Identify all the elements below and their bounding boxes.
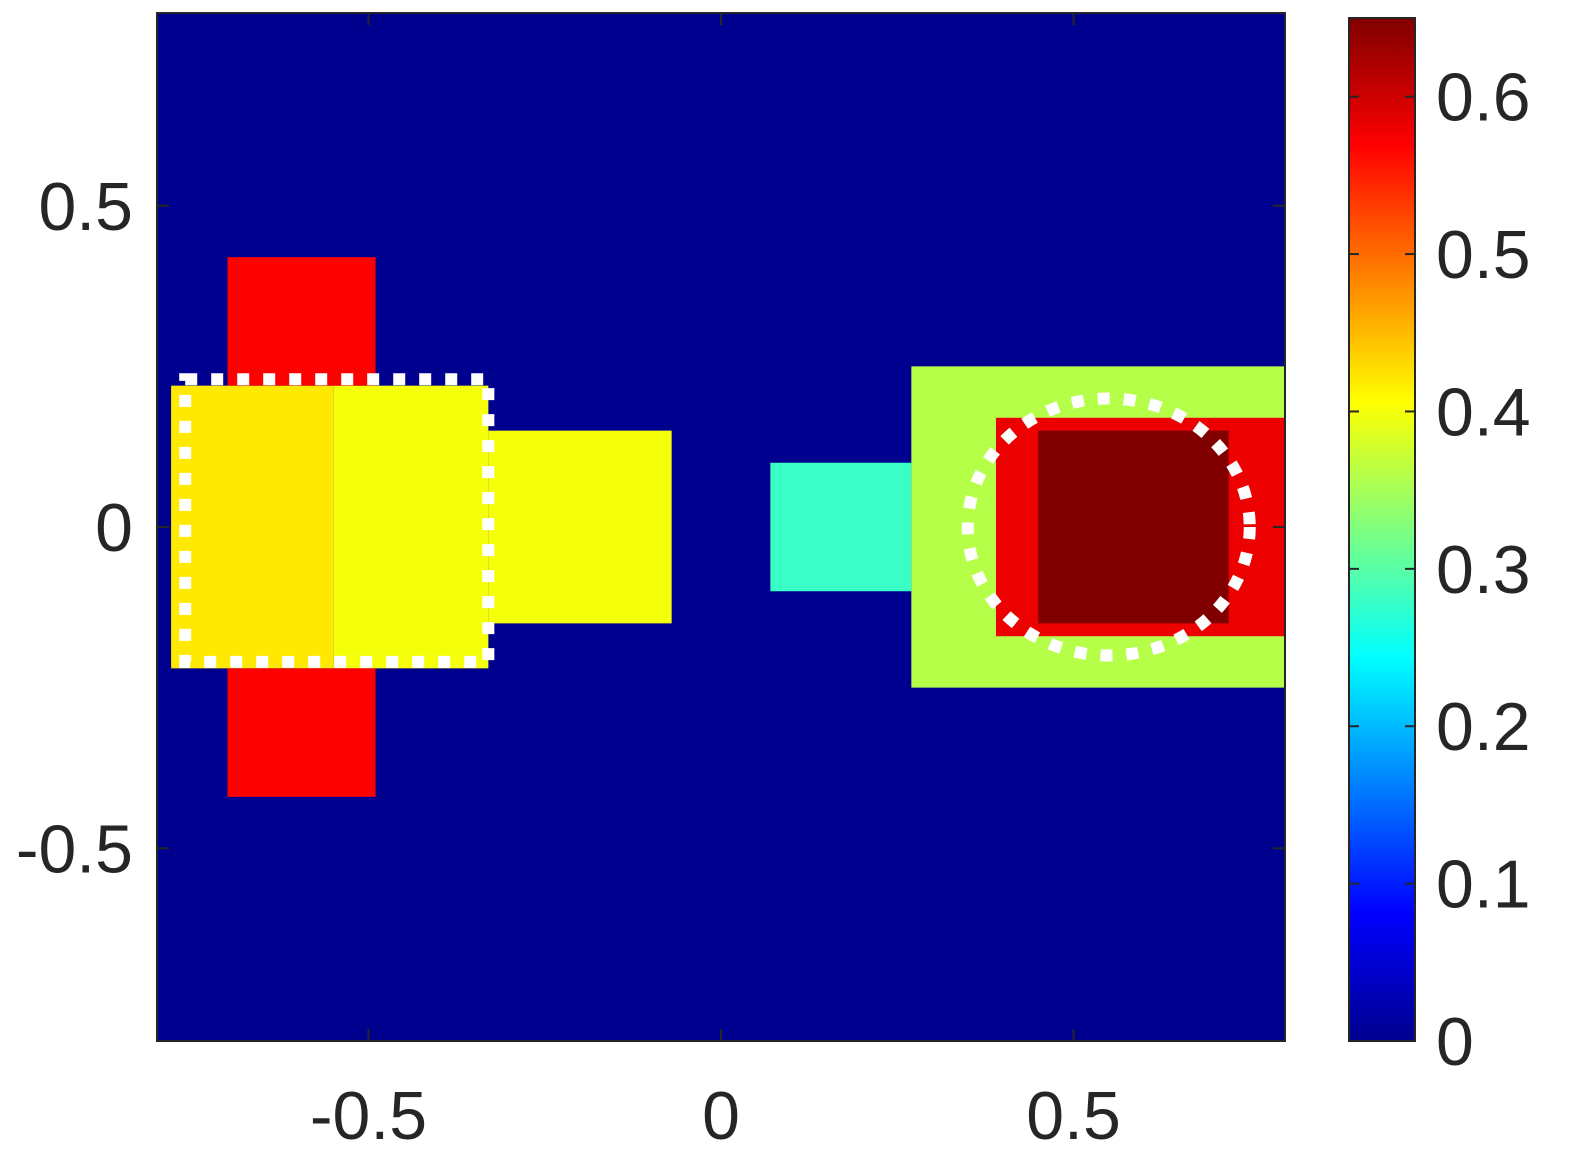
heat-region-3 [488, 430, 672, 624]
colorbar-tick-label: 0.3 [1436, 532, 1531, 608]
colorbar-tick-label: 0.2 [1436, 689, 1531, 765]
x-tick-label: 0 [702, 1078, 740, 1154]
heat-region-0 [171, 385, 334, 527]
colorbar-ticks: 0 0.1 0.2 0.3 0.4 0.5 0.6 [1349, 60, 1531, 1080]
dotted-rect-outline [179, 373, 495, 668]
colorbar-tick-label: 0 [1436, 1004, 1474, 1080]
heat-region-6 [770, 462, 912, 592]
x-tick-label: 0.5 [1026, 1078, 1121, 1154]
y-tick-label: 0 [95, 490, 133, 566]
x-axis-ticks: -0.5 0 0.5 [310, 13, 1121, 1154]
colorbar-tick-label: 0.1 [1436, 847, 1531, 923]
y-tick-label: -0.5 [16, 811, 133, 887]
dotted-circle-outline [961, 392, 1256, 662]
region-outlines [179, 373, 1256, 668]
heat-region-1 [171, 527, 334, 669]
heat-region-9 [1038, 430, 1229, 624]
y-axis-ticks: 0.5 0 -0.5 [16, 169, 1285, 887]
heat-region-5 [227, 668, 376, 797]
heat-region-4 [227, 257, 376, 386]
colorbar-tick-label: 0.5 [1436, 217, 1531, 293]
y-tick-label: 0.5 [38, 169, 133, 245]
colorbar-tick-label: 0.4 [1436, 374, 1531, 450]
colorbar [1348, 17, 1416, 1042]
heat-region-2 [333, 385, 489, 669]
colorbar-tick-label: 0.6 [1436, 60, 1531, 136]
x-tick-label: -0.5 [310, 1078, 427, 1154]
